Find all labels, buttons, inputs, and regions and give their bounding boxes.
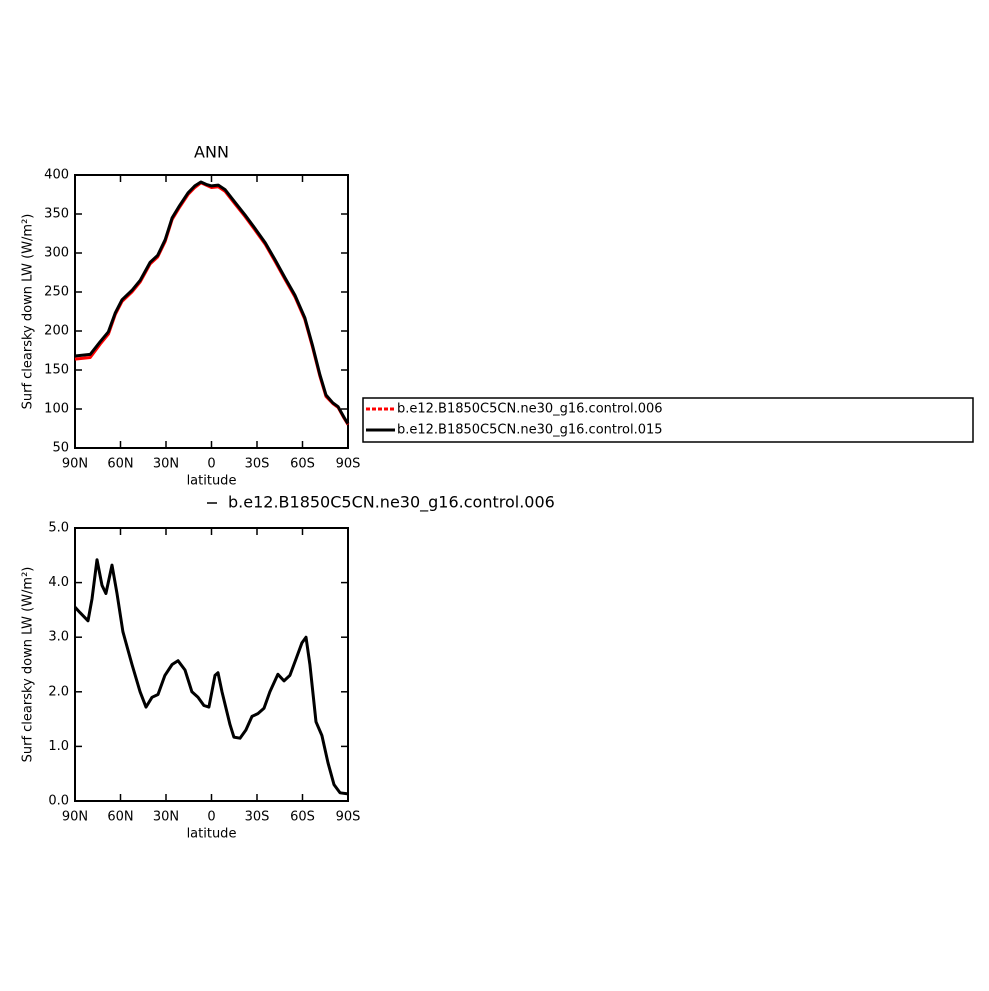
y-tick-label: 3.0 [48,630,69,645]
data-line [74,181,350,426]
x-tick-label: 0 [207,810,215,825]
x-tick-label: 60S [290,810,315,825]
y-axis-label: Surf clearsky down LW (W/m²) [21,567,36,763]
x-tick-label: 0 [207,457,215,472]
chart-title: ANN [194,143,229,162]
y-tick-label: 300 [44,246,69,261]
legend-label: b.e12.B1850C5CN.ne30_g16.control.006 [397,402,663,417]
y-tick-label: 400 [44,168,69,183]
y-tick-label: 200 [44,324,69,339]
y-tick-label: 1.0 [48,739,69,754]
legend-label: b.e12.B1850C5CN.ne30_g16.control.015 [397,423,663,438]
x-tick-label: 30N [153,457,179,472]
x-tick-label: 90N [62,457,88,472]
y-tick-label: 250 [44,285,69,300]
x-tick-label: 30S [245,457,270,472]
y-tick-label: 350 [44,207,69,222]
y-axis-label: Surf clearsky down LW (W/m²) [21,214,36,410]
y-tick-label: 2.0 [48,684,69,699]
y-tick-label: 100 [44,402,69,417]
legend-box [362,397,974,443]
x-tick-label: 90N [62,810,88,825]
legend: b.e12.B1850C5CN.ne30_g16.control.006 b.e1… [362,397,974,443]
legend-label: b.e12.B1850C5CN.ne30_g16.control.006 [228,493,555,513]
x-tick-label: 60S [290,457,315,472]
x-tick-label: 90S [336,810,361,825]
y-tick-label: 5.0 [48,521,69,536]
y-tick-label: 50 [52,441,69,456]
x-tick-label: 60N [107,457,133,472]
data-line [74,180,350,425]
x-tick-label: 60N [107,810,133,825]
x-tick-label: 30N [153,810,179,825]
x-axis-label: latitude [187,827,237,842]
y-tick-label: 0.0 [48,794,69,809]
y-tick-label: 4.0 [48,575,69,590]
x-tick-label: 30S [245,810,270,825]
x-tick-label: 90S [336,457,361,472]
data-line [73,558,349,796]
plot-frame [74,527,349,802]
y-tick-label: 150 [44,363,69,378]
x-axis-label: latitude [187,474,237,489]
